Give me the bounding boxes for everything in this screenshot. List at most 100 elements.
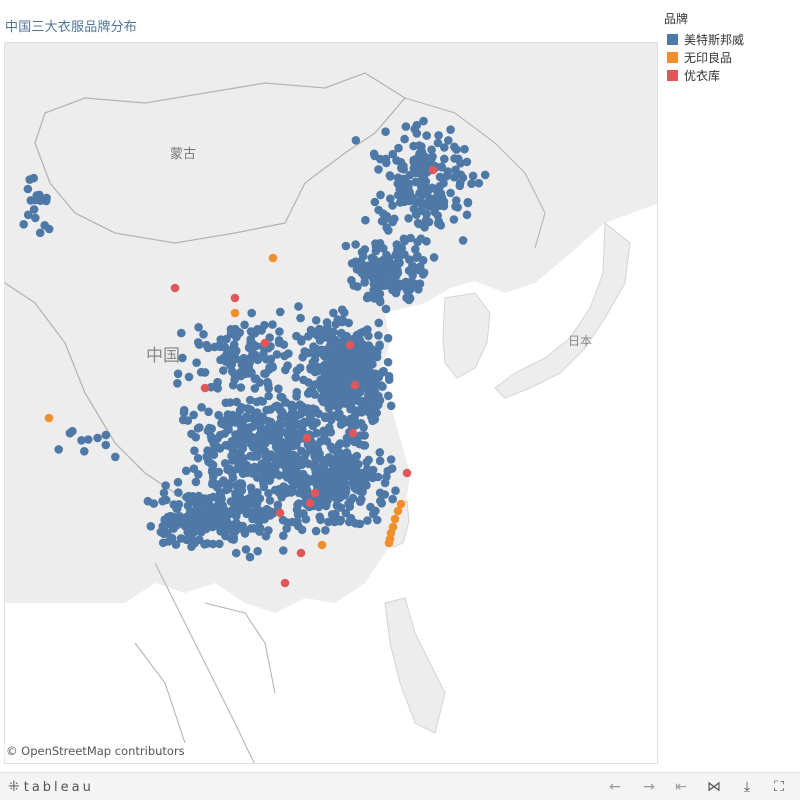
store-point-metersbonwe[interactable] — [260, 473, 269, 483]
store-point-metersbonwe[interactable] — [252, 509, 261, 519]
store-point-metersbonwe[interactable] — [468, 171, 478, 181]
store-point-metersbonwe[interactable] — [388, 494, 398, 504]
store-point-metersbonwe[interactable] — [174, 488, 183, 497]
store-point-metersbonwe[interactable] — [231, 430, 240, 439]
store-point-metersbonwe[interactable] — [173, 369, 183, 379]
store-point-metersbonwe[interactable] — [326, 469, 335, 479]
store-point-uniqlo[interactable] — [230, 293, 240, 303]
store-point-metersbonwe[interactable] — [363, 360, 372, 370]
store-point-metersbonwe[interactable] — [228, 380, 238, 390]
store-point-metersbonwe[interactable] — [373, 273, 383, 283]
store-point-metersbonwe[interactable] — [297, 460, 307, 470]
store-point-metersbonwe[interactable] — [84, 435, 93, 444]
store-point-metersbonwe[interactable] — [382, 223, 392, 232]
store-point-metersbonwe[interactable] — [474, 178, 484, 188]
store-point-metersbonwe[interactable] — [185, 535, 195, 544]
store-point-metersbonwe[interactable] — [347, 435, 357, 445]
store-point-metersbonwe[interactable] — [173, 477, 183, 487]
store-point-metersbonwe[interactable] — [177, 328, 186, 338]
store-point-metersbonwe[interactable] — [146, 522, 156, 531]
store-point-metersbonwe[interactable] — [324, 456, 334, 465]
store-point-metersbonwe[interactable] — [189, 464, 199, 474]
store-point-metersbonwe[interactable] — [231, 439, 241, 448]
store-point-metersbonwe[interactable] — [31, 213, 40, 223]
store-point-metersbonwe[interactable] — [23, 210, 33, 220]
store-point-metersbonwe[interactable] — [249, 452, 258, 461]
store-point-metersbonwe[interactable] — [275, 436, 285, 445]
store-point-metersbonwe[interactable] — [300, 347, 310, 356]
store-point-metersbonwe[interactable] — [211, 481, 221, 490]
store-point-metersbonwe[interactable] — [353, 357, 363, 367]
store-point-metersbonwe[interactable] — [377, 499, 387, 508]
store-point-metersbonwe[interactable] — [178, 415, 188, 425]
store-point-metersbonwe[interactable] — [172, 504, 182, 513]
store-point-metersbonwe[interactable] — [25, 175, 34, 184]
download-button[interactable]: ⤓ — [743, 779, 751, 795]
store-point-metersbonwe[interactable] — [365, 343, 375, 353]
store-point-metersbonwe[interactable] — [319, 386, 329, 396]
store-point-metersbonwe[interactable] — [240, 320, 249, 330]
store-point-metersbonwe[interactable] — [225, 398, 235, 407]
store-point-metersbonwe[interactable] — [446, 188, 455, 198]
store-point-metersbonwe[interactable] — [327, 510, 337, 519]
store-point-metersbonwe[interactable] — [225, 356, 234, 365]
store-point-metersbonwe[interactable] — [310, 355, 320, 364]
store-point-metersbonwe[interactable] — [394, 143, 403, 153]
store-point-metersbonwe[interactable] — [388, 149, 398, 159]
store-point-metersbonwe[interactable] — [263, 377, 272, 387]
store-point-metersbonwe[interactable] — [400, 134, 409, 144]
store-point-metersbonwe[interactable] — [315, 324, 324, 334]
store-point-metersbonwe[interactable] — [375, 456, 385, 466]
store-point-metersbonwe[interactable] — [329, 308, 338, 318]
store-point-metersbonwe[interactable] — [249, 468, 258, 477]
store-point-metersbonwe[interactable] — [288, 403, 298, 413]
store-point-metersbonwe[interactable] — [425, 195, 434, 205]
store-point-metersbonwe[interactable] — [418, 256, 428, 265]
store-point-metersbonwe[interactable] — [271, 442, 281, 452]
store-point-metersbonwe[interactable] — [247, 368, 256, 377]
store-point-metersbonwe[interactable] — [345, 385, 354, 395]
redo-button[interactable]: → — [643, 779, 655, 795]
store-point-metersbonwe[interactable] — [219, 366, 228, 375]
store-point-metersbonwe[interactable] — [230, 348, 240, 358]
store-point-metersbonwe[interactable] — [343, 364, 353, 374]
store-point-metersbonwe[interactable] — [221, 509, 231, 518]
store-points-layer[interactable] — [19, 116, 490, 588]
store-point-metersbonwe[interactable] — [351, 240, 360, 249]
store-point-metersbonwe[interactable] — [261, 531, 271, 541]
store-point-metersbonwe[interactable] — [238, 444, 248, 453]
store-point-metersbonwe[interactable] — [163, 512, 173, 522]
store-point-metersbonwe[interactable] — [462, 210, 472, 220]
store-point-metersbonwe[interactable] — [322, 380, 331, 389]
store-point-metersbonwe[interactable] — [159, 488, 169, 498]
store-point-metersbonwe[interactable] — [456, 159, 465, 168]
store-point-metersbonwe[interactable] — [391, 250, 401, 260]
store-point-metersbonwe[interactable] — [197, 403, 206, 412]
store-point-metersbonwe[interactable] — [375, 340, 384, 350]
store-point-metersbonwe[interactable] — [337, 328, 346, 338]
store-point-metersbonwe[interactable] — [101, 430, 111, 440]
store-point-metersbonwe[interactable] — [370, 387, 380, 396]
store-point-metersbonwe[interactable] — [227, 451, 236, 461]
store-point-metersbonwe[interactable] — [249, 489, 258, 498]
revert-button[interactable]: ⇤ — [675, 779, 687, 795]
store-point-metersbonwe[interactable] — [411, 197, 420, 206]
store-point-metersbonwe[interactable] — [318, 465, 328, 474]
store-point-metersbonwe[interactable] — [280, 351, 289, 361]
store-point-metersbonwe[interactable] — [299, 509, 308, 518]
store-point-muji[interactable] — [44, 413, 54, 423]
store-point-metersbonwe[interactable] — [216, 355, 225, 365]
store-point-metersbonwe[interactable] — [325, 341, 335, 351]
store-point-metersbonwe[interactable] — [367, 412, 376, 422]
store-point-metersbonwe[interactable] — [80, 447, 89, 456]
store-point-metersbonwe[interactable] — [279, 340, 289, 349]
store-point-metersbonwe[interactable] — [29, 205, 39, 214]
store-point-metersbonwe[interactable] — [322, 318, 332, 327]
store-point-metersbonwe[interactable] — [375, 448, 385, 457]
store-point-metersbonwe[interactable] — [158, 538, 168, 548]
store-point-metersbonwe[interactable] — [179, 405, 189, 415]
store-point-metersbonwe[interactable] — [334, 413, 344, 422]
store-point-metersbonwe[interactable] — [387, 266, 396, 276]
store-point-metersbonwe[interactable] — [65, 428, 75, 438]
store-point-metersbonwe[interactable] — [229, 535, 238, 544]
